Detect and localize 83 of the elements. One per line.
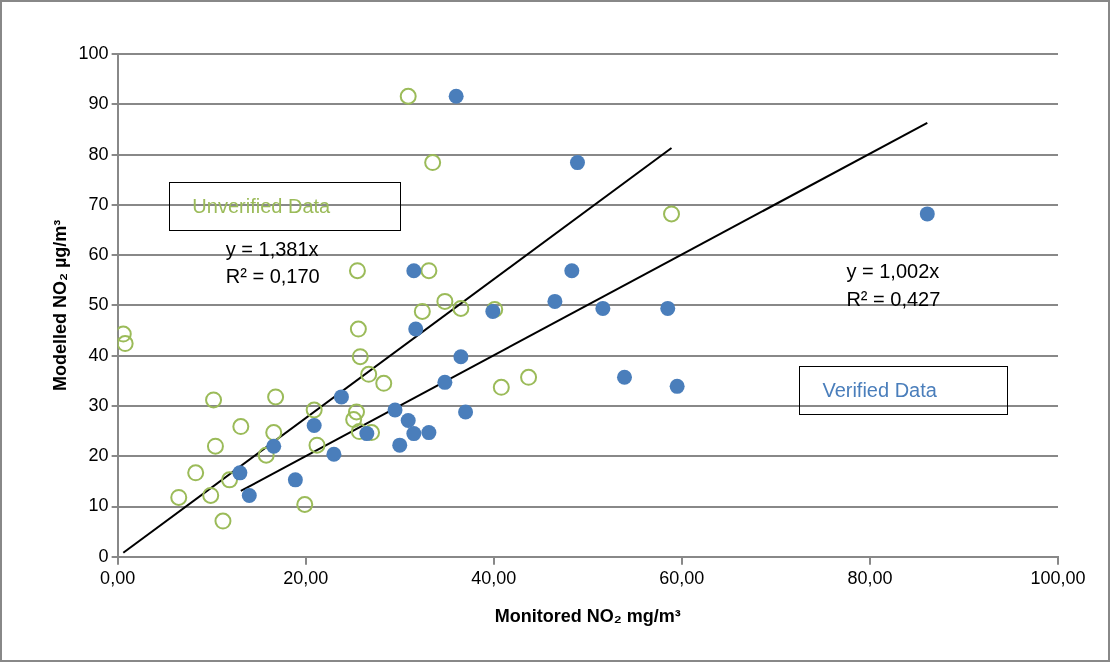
point <box>420 262 438 280</box>
y-tick-label: 50 <box>88 294 109 315</box>
point <box>399 87 417 105</box>
point <box>232 418 250 436</box>
text: Verified Data <box>822 378 937 401</box>
y-tick-label: 40 <box>88 344 109 365</box>
point <box>206 437 224 455</box>
point <box>400 413 416 429</box>
point <box>326 446 342 462</box>
y-tick-label: 20 <box>88 445 109 466</box>
point <box>421 425 437 441</box>
y-tick-label: 30 <box>88 394 109 415</box>
point <box>345 411 363 429</box>
point <box>170 488 188 506</box>
point <box>333 389 349 405</box>
y-tick-label: 10 <box>88 495 109 516</box>
y-axis-title: Modelled NO₂ µg/m³ <box>49 219 70 392</box>
point <box>267 388 285 406</box>
point <box>392 437 408 453</box>
point <box>520 368 538 386</box>
point <box>351 348 369 366</box>
point <box>265 424 283 442</box>
y-tick-label: 0 <box>98 545 109 566</box>
x-tick-label: 100,00 <box>1030 567 1086 588</box>
point <box>349 320 367 338</box>
point <box>305 401 323 419</box>
point <box>408 321 424 337</box>
point <box>569 155 585 171</box>
annotation: y = 1,002x <box>846 260 940 283</box>
point <box>350 423 368 441</box>
x-tick-label: 0,00 <box>100 567 136 588</box>
point <box>436 292 454 310</box>
y-tick-label: 80 <box>88 143 109 164</box>
point <box>919 206 935 222</box>
annotation: y = 1,381x <box>225 237 319 260</box>
point <box>232 465 248 481</box>
point <box>660 300 676 316</box>
point <box>296 496 314 514</box>
point <box>406 426 422 442</box>
point <box>214 512 232 530</box>
point <box>347 403 365 421</box>
point <box>308 436 326 454</box>
point <box>202 486 220 504</box>
x-tick-label: 80,00 <box>847 567 893 588</box>
point <box>266 438 282 454</box>
point <box>663 205 681 223</box>
point <box>117 335 134 353</box>
y-tick-label: 60 <box>88 244 109 265</box>
point <box>306 418 322 434</box>
point <box>187 464 205 482</box>
point <box>564 263 580 279</box>
point <box>437 374 453 390</box>
point <box>359 426 375 442</box>
point <box>241 487 257 503</box>
point <box>616 369 632 385</box>
point <box>348 262 366 280</box>
point <box>257 446 275 464</box>
point <box>413 302 431 320</box>
y-tick-label: 70 <box>88 193 109 214</box>
point <box>406 263 422 279</box>
x-tick-label: 40,00 <box>471 567 517 588</box>
y-tick-label: 100 <box>78 42 109 63</box>
point <box>424 154 442 172</box>
point <box>595 300 611 316</box>
point <box>458 404 474 420</box>
annotation: R² = 0,427 <box>846 287 941 310</box>
point <box>387 402 403 418</box>
point <box>453 349 469 365</box>
point <box>448 88 464 104</box>
point <box>375 374 393 392</box>
annotation: R² = 0,170 <box>225 265 320 288</box>
x-tick-label: 60,00 <box>659 567 705 588</box>
point <box>221 471 239 489</box>
x-tick-label: 20,00 <box>283 567 329 588</box>
x-axis-title: Monitored NO₂ mg/m³ <box>494 606 681 627</box>
point <box>669 378 685 394</box>
point <box>205 391 223 409</box>
y-tick-label: 90 <box>88 93 109 114</box>
point <box>287 472 303 488</box>
point <box>452 299 470 317</box>
point <box>360 365 378 383</box>
point <box>547 293 563 309</box>
point <box>492 378 510 396</box>
